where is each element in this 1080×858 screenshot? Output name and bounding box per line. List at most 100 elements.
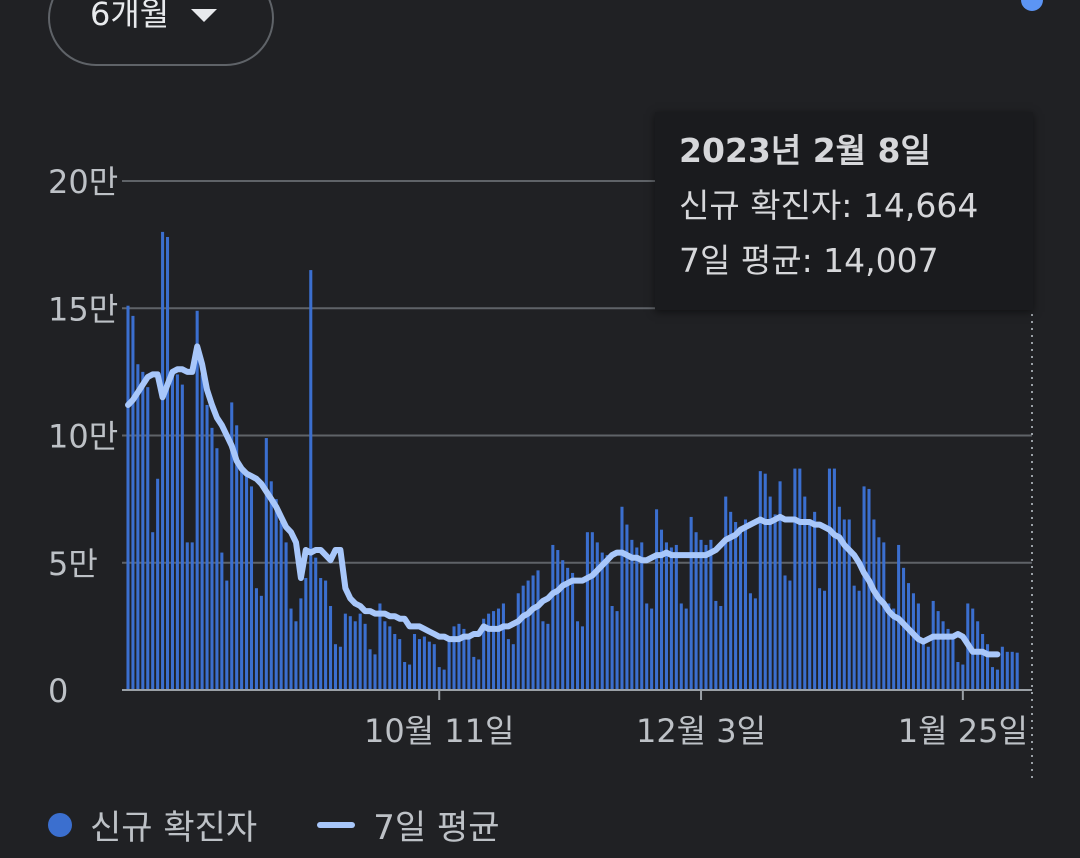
bar-new-cases[interactable] [447, 636, 451, 690]
bar-new-cases[interactable] [388, 626, 392, 690]
bar-new-cases[interactable] [1015, 652, 1019, 690]
bar-new-cases[interactable] [561, 560, 565, 690]
bar-new-cases[interactable] [734, 522, 738, 690]
bar-new-cases[interactable] [264, 438, 268, 690]
bar-new-cases[interactable] [210, 427, 214, 690]
bar-new-cases[interactable] [625, 524, 629, 690]
bar-new-cases[interactable] [921, 641, 925, 690]
bar-new-cases[interactable] [254, 588, 258, 690]
range-selector[interactable]: 6개월 [48, 0, 274, 66]
bar-new-cases[interactable] [946, 628, 950, 690]
bar-new-cases[interactable] [294, 621, 298, 690]
bar-new-cases[interactable] [304, 578, 308, 690]
bar-new-cases[interactable] [778, 481, 782, 690]
bar-new-cases[interactable] [931, 600, 935, 690]
bar-new-cases[interactable] [462, 628, 466, 690]
bar-new-cases[interactable] [729, 511, 733, 690]
bar-new-cases[interactable] [408, 664, 412, 690]
bar-new-cases[interactable] [536, 570, 540, 690]
bar-new-cases[interactable] [511, 644, 515, 690]
bar-new-cases[interactable] [709, 539, 713, 690]
bar-new-cases[interactable] [580, 626, 585, 690]
bar-new-cases[interactable] [981, 634, 985, 690]
bar-new-cases[interactable] [689, 516, 693, 690]
bar-new-cases[interactable] [605, 555, 609, 690]
bar-new-cases[interactable] [432, 644, 436, 690]
bar-new-cases[interactable] [417, 639, 421, 690]
bar-new-cases[interactable] [546, 623, 550, 690]
bar-new-cases[interactable] [664, 542, 668, 690]
bar-new-cases[interactable] [467, 634, 471, 690]
bar-new-cases[interactable] [185, 542, 189, 690]
bar-new-cases[interactable] [442, 669, 446, 690]
bar-new-cases[interactable] [175, 374, 179, 690]
bar-new-cases[interactable] [600, 552, 604, 690]
bar-new-cases[interactable] [842, 519, 846, 690]
bar-new-cases[interactable] [437, 667, 441, 690]
bar-new-cases[interactable] [180, 384, 184, 690]
bar-new-cases[interactable] [926, 646, 930, 690]
bar-new-cases[interactable] [645, 603, 649, 690]
bar-new-cases[interactable] [516, 593, 520, 690]
bar-new-cases[interactable] [951, 636, 955, 690]
bar-new-cases[interactable] [976, 621, 980, 690]
bar-new-cases[interactable] [783, 575, 787, 690]
bar-new-cases[interactable] [240, 468, 244, 690]
bar-new-cases[interactable] [832, 468, 836, 690]
bar-new-cases[interactable] [704, 544, 708, 690]
bar-new-cases[interactable] [724, 496, 728, 690]
bar-new-cases[interactable] [531, 575, 535, 690]
bar-new-cases[interactable] [314, 557, 318, 690]
bar-new-cases[interactable] [190, 542, 194, 690]
bar-new-cases[interactable] [788, 580, 792, 690]
bar-new-cases[interactable] [822, 590, 827, 690]
bar-new-cases[interactable] [457, 623, 461, 690]
bar-new-cases[interactable] [902, 567, 906, 690]
bar-new-cases[interactable] [472, 656, 476, 690]
bar-new-cases[interactable] [659, 529, 664, 690]
bar-new-cases[interactable] [669, 547, 673, 690]
bar-new-cases[interactable] [674, 544, 678, 690]
bar-new-cases[interactable] [995, 669, 999, 690]
bar-new-cases[interactable] [571, 572, 575, 690]
bar-new-cases[interactable] [986, 644, 990, 690]
bar-new-cases[interactable] [551, 544, 555, 690]
bar-new-cases[interactable] [215, 448, 219, 690]
bar-new-cases[interactable] [808, 524, 812, 690]
bar-new-cases[interactable] [803, 496, 807, 690]
bar-new-cases[interactable] [165, 236, 170, 691]
bar-new-cases[interactable] [156, 478, 160, 690]
bar-new-cases[interactable] [289, 608, 293, 690]
bar-new-cases[interactable] [482, 618, 486, 690]
bar-new-cases[interactable] [837, 506, 841, 690]
bar-new-cases[interactable] [961, 664, 965, 690]
bar-new-cases[interactable] [383, 621, 387, 690]
bar-new-cases[interactable] [575, 621, 580, 690]
bar-new-cases[interactable] [496, 608, 501, 690]
bar-new-cases[interactable] [259, 595, 263, 690]
bar-new-cases[interactable] [541, 621, 545, 690]
bar-new-cases[interactable] [324, 580, 328, 690]
bar-new-cases[interactable] [368, 649, 372, 690]
bar-new-cases[interactable] [793, 468, 797, 690]
bar-new-cases[interactable] [635, 547, 639, 690]
bar-new-cases[interactable] [373, 654, 377, 690]
bar-new-cases[interactable] [393, 634, 397, 690]
bar-new-cases[interactable] [249, 486, 254, 690]
bar-new-cases[interactable] [274, 499, 278, 690]
bar-new-cases[interactable] [714, 600, 718, 690]
bar-new-cases[interactable] [487, 613, 491, 690]
bar-new-cases[interactable] [141, 371, 145, 690]
bar-new-cases[interactable] [872, 519, 876, 690]
bar-new-cases[interactable] [857, 590, 861, 690]
bar-new-cases[interactable] [768, 496, 772, 690]
bar-new-cases[interactable] [378, 603, 382, 690]
bar-new-cases[interactable] [590, 532, 594, 690]
bar-new-cases[interactable] [398, 639, 402, 690]
bar-new-cases[interactable] [309, 270, 313, 690]
bar-new-cases[interactable] [941, 621, 945, 690]
bar-new-cases[interactable] [1010, 651, 1014, 690]
bar-new-cases[interactable] [936, 611, 940, 690]
bar-new-cases[interactable] [566, 567, 570, 690]
bar-new-cases[interactable] [694, 532, 698, 690]
